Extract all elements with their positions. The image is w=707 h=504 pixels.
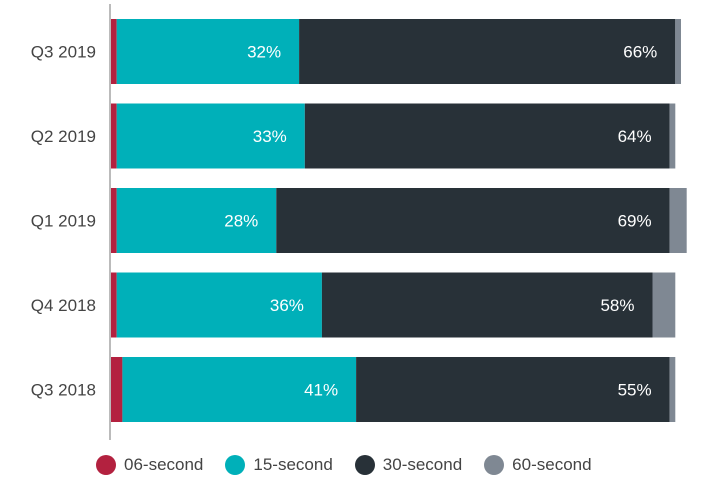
legend: 06-second 15-second 30-second 60-second <box>96 455 614 475</box>
bar-segment-15-second <box>116 188 277 253</box>
legend-label: 15-second <box>253 455 333 474</box>
data-label: 32% <box>247 43 281 62</box>
bar-segment-06-second <box>111 103 117 169</box>
bar-segment-06-second <box>111 272 117 338</box>
y-tick-label: Q3 2019 <box>31 43 96 62</box>
bar-segment-06-second <box>111 357 123 422</box>
bar-segment-15-second <box>116 272 322 338</box>
y-tick-label: Q1 2019 <box>31 212 96 231</box>
legend-swatch <box>225 455 246 475</box>
data-label: 69% <box>618 212 652 231</box>
bar-segment-60-second <box>669 357 676 422</box>
bar-segment-30-second <box>276 188 670 253</box>
legend-swatch <box>484 455 505 475</box>
data-label: 33% <box>253 127 287 146</box>
bar-segment-30-second <box>321 272 653 338</box>
legend-swatch <box>354 455 375 475</box>
legend-item: 06-second <box>96 455 203 475</box>
bar-segment-15-second <box>116 19 300 84</box>
bar-segment-30-second <box>356 357 670 422</box>
bar-segment-30-second <box>304 103 670 169</box>
data-label: 58% <box>600 296 634 315</box>
legend-swatch <box>96 455 116 475</box>
bar-segment-60-second <box>669 103 676 169</box>
legend-label: 30-second <box>382 455 463 474</box>
data-label: 28% <box>224 212 258 231</box>
legend-label: 06-second <box>124 455 204 474</box>
stacked-bar-chart: Q3 2019 Q2 2019 Q1 2019 Q4 2018 Q3 2018 32% 6… <box>31 4 687 440</box>
bars-group <box>111 19 687 422</box>
legend-label: 60-second <box>512 455 592 474</box>
data-labels: 32% 66% 33% 64% 28% 69% 36% 58% 41% 55% <box>224 43 657 400</box>
bar-segment-60-second <box>675 19 681 84</box>
y-tick-label: Q3 2018 <box>31 381 96 400</box>
data-label: 41% <box>304 381 338 400</box>
data-label: 36% <box>270 296 304 315</box>
bar-segment-06-second <box>111 19 117 84</box>
bar-segment-15-second <box>122 357 357 422</box>
data-label: 64% <box>618 127 652 146</box>
bar-segment-60-second <box>669 188 687 253</box>
y-axis-labels: Q3 2019 Q2 2019 Q1 2019 Q4 2018 Q3 2018 <box>31 43 96 400</box>
y-tick-label: Q2 2019 <box>31 127 96 146</box>
data-label: 55% <box>618 381 652 400</box>
legend-item: 15-second <box>225 455 333 475</box>
bar-segment-15-second <box>116 103 305 169</box>
y-tick-label: Q4 2018 <box>31 296 96 315</box>
legend-item: 30-second <box>354 455 463 475</box>
data-label: 66% <box>623 43 657 62</box>
bar-segment-06-second <box>111 188 117 253</box>
bar-segment-30-second <box>299 19 676 84</box>
bar-segment-60-second <box>652 272 676 338</box>
legend-item: 60-second <box>484 455 592 475</box>
